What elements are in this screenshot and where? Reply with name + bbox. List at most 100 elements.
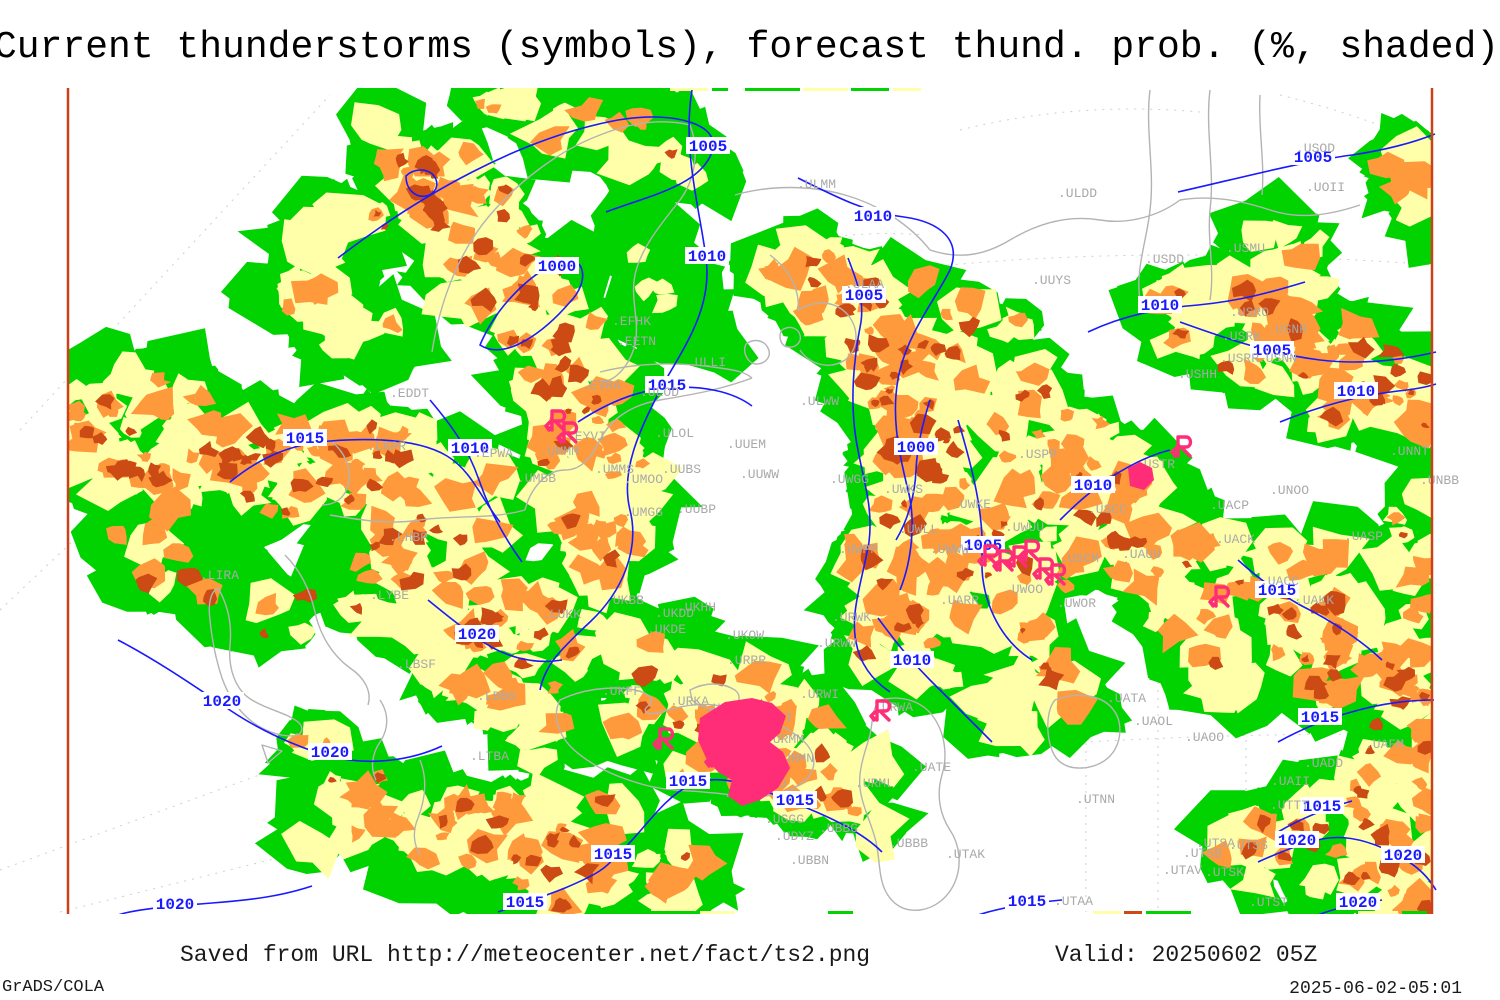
isobar-label: 1005 [1291, 148, 1335, 167]
station-label: .URWI [800, 687, 839, 702]
isobar-value: 1020 [1384, 847, 1422, 865]
station-label: .UMGG [624, 505, 663, 520]
station-label: .USNR [1268, 322, 1307, 337]
isobar-value: 1000 [897, 439, 935, 457]
station-label: .UADD [1304, 756, 1343, 771]
thunderstorm-symbol [1032, 557, 1055, 580]
station-label: .EETN [617, 334, 656, 349]
station-label: .UATA [1107, 691, 1146, 706]
station-label: .USHH [1178, 367, 1217, 382]
station-label: .EVRA [582, 378, 621, 393]
station-label: .UTAK [946, 847, 985, 862]
station-label: .LHBP [389, 530, 428, 545]
thunderstorm-symbol [1018, 539, 1041, 562]
isobar-label: 1015 [503, 893, 547, 912]
station-label: .USDD [1145, 252, 1184, 267]
isobar-value: 1010 [451, 440, 489, 458]
isobar-label: 1020 [153, 895, 197, 914]
isobar-label: 1015 [1005, 892, 1049, 911]
isobar-line [229, 438, 501, 523]
thunderstorm-symbol [544, 409, 567, 432]
station-label: .LTBA [470, 749, 509, 764]
station-label: .UKDD [655, 606, 694, 621]
isobar-label: 1005 [961, 536, 1005, 555]
station-label: .USRK [1222, 329, 1261, 344]
isobar-label: 1015 [1255, 581, 1299, 600]
isobar-label: 1010 [1071, 476, 1115, 495]
station-label: .UTAA [1054, 894, 1093, 909]
station-labels: .ULMM .ULAA .UUYS .USOD .UOII .ULDD .USMU .USDD… [200, 141, 1459, 910]
isobar-line [1087, 281, 1306, 333]
isobar-label: 1020 [455, 625, 499, 644]
isobar-line [1179, 321, 1437, 363]
isobar-value: 1020 [458, 626, 496, 644]
station-label: .UATE [912, 760, 951, 775]
isobar-line [429, 399, 523, 563]
isobar-line [1257, 836, 1437, 891]
thunderstorm-symbol [869, 699, 892, 722]
isobar-value: 1010 [854, 208, 892, 226]
domain-borders [66, 88, 1434, 914]
station-label: .ULLI [687, 355, 726, 370]
isobar-line [1237, 559, 1383, 661]
station-label: .UGGG [765, 812, 804, 827]
station-label: .UWKS [884, 482, 923, 497]
station-label: .ULOL [655, 426, 694, 441]
station-label: .UACK [1216, 532, 1255, 547]
isobar-value: 1020 [311, 744, 349, 762]
station-label: .UWKE [952, 497, 991, 512]
station-label: .UAKK [1295, 593, 1334, 608]
thunderstorm-symbol [977, 544, 1000, 567]
station-label: .UUBS [662, 462, 701, 477]
isobar-value: 1000 [538, 258, 576, 276]
station-label: .LIRA [200, 568, 239, 583]
isobar-value: 1005 [1253, 342, 1291, 360]
station-label: .UMMM [540, 444, 579, 459]
isobar-label: 1000 [535, 257, 579, 276]
thunderstorm-symbol [1044, 563, 1067, 586]
isobar-value: 1020 [156, 896, 194, 914]
thunderstorm-symbol [1170, 435, 1193, 458]
station-label: .LUKK [542, 607, 581, 622]
probability-shading [68, 88, 1432, 914]
isobar-value: 1010 [1141, 297, 1179, 315]
station-label: .EPWA [474, 446, 513, 461]
station-label: .LBBG [477, 689, 516, 704]
station-label: .USRO [1230, 305, 1269, 320]
isobar-value: 1020 [1339, 894, 1377, 912]
station-label: .UUYS [1032, 273, 1071, 288]
saved-from-url-text: Saved from URL http://meteocenter.net/fa… [180, 942, 871, 968]
station-label: .USNN [1258, 351, 1297, 366]
station-label: .UOII [1306, 180, 1345, 195]
thunderstorm-symbol [556, 421, 579, 444]
station-label: .USRR [1220, 351, 1259, 366]
station-label: .USMU [1226, 241, 1265, 256]
isobar-value: 1005 [689, 138, 727, 156]
station-label: .LKPR [367, 439, 406, 454]
isobar-value: 1015 [594, 846, 632, 864]
isobar-line [1277, 699, 1435, 743]
isobar-line [405, 169, 438, 198]
station-label: .UWLL [899, 522, 938, 537]
station-label: .UUBP [677, 502, 716, 517]
isobar-label: 1010 [1138, 296, 1182, 315]
station-label: .UMOO [624, 472, 663, 487]
isobar-value: 1020 [203, 693, 241, 711]
station-label: .UKDE [647, 622, 686, 637]
thunderstorm-symbols [544, 409, 1231, 768]
isobar-label: 1000 [894, 438, 938, 457]
station-label: .URWK [832, 610, 871, 625]
station-label: .UACC [1260, 574, 1299, 589]
station-label: .UKFF [602, 684, 641, 699]
isobar-value: 1015 [1303, 798, 1341, 816]
station-label: .ULMM [797, 177, 836, 192]
isobar-value: 1010 [688, 248, 726, 266]
station-label: .UARR [940, 593, 979, 608]
isobar-line [497, 778, 883, 913]
chart-title: Current thunderstorms (symbols), forecas… [0, 26, 1500, 69]
station-label: .UKBB [605, 593, 644, 608]
isobar-label: 1020 [1381, 846, 1425, 865]
isobar-value: 1010 [1337, 383, 1375, 401]
